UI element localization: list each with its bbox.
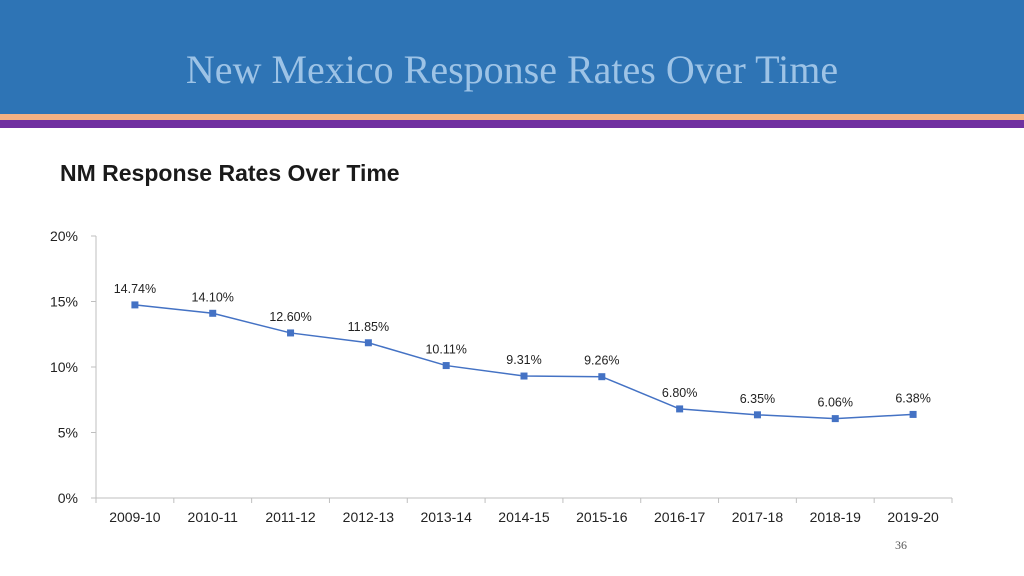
x-tick-label: 2018-19 — [810, 509, 862, 525]
y-tick-label: 10% — [50, 359, 78, 375]
data-label: 11.85% — [348, 320, 389, 334]
chart-title: NM Response Rates Over Time — [60, 160, 400, 186]
accent-stripe-orange — [0, 114, 1024, 120]
x-tick-label: 2012-13 — [343, 509, 395, 525]
y-tick-label: 5% — [58, 425, 78, 441]
page-title: New Mexico Response Rates Over Time — [185, 47, 839, 92]
data-label: 9.26% — [584, 354, 619, 368]
data-label: 10.11% — [425, 343, 466, 357]
data-point — [131, 301, 139, 309]
accent-stripe-purple — [0, 120, 1024, 128]
x-tick-label: 2013-14 — [420, 509, 472, 525]
data-label: 14.74% — [114, 282, 156, 296]
data-point — [520, 372, 528, 380]
x-tick-label: 2016-17 — [654, 509, 706, 525]
data-point — [209, 309, 217, 317]
data-point — [909, 410, 917, 418]
data-point — [753, 411, 761, 419]
data-label: 12.60% — [269, 310, 311, 324]
data-label: 6.06% — [818, 396, 853, 410]
x-tick-label: 2010-11 — [188, 509, 239, 525]
data-point — [364, 339, 372, 347]
data-label: 14.10% — [192, 290, 234, 304]
y-tick-label: 20% — [50, 228, 78, 244]
x-tick-label: 2009-10 — [109, 509, 161, 525]
x-tick-label: 2011-12 — [265, 509, 316, 525]
data-point — [831, 415, 839, 423]
data-label: 6.38% — [895, 391, 930, 405]
slide-number: 36 — [895, 538, 907, 552]
y-tick-label: 15% — [50, 294, 78, 310]
header-bar: New Mexico Response Rates Over Time — [0, 0, 1024, 114]
x-tick-label: 2014-15 — [498, 509, 550, 525]
data-label: 6.35% — [740, 392, 775, 406]
x-tick-label: 2015-16 — [576, 509, 628, 525]
data-label: 9.31% — [506, 353, 541, 367]
data-point — [676, 405, 684, 413]
x-tick-label: 2017-18 — [732, 509, 784, 525]
data-point — [442, 362, 450, 370]
data-label: 6.80% — [662, 386, 697, 400]
x-tick-label: 2019-20 — [887, 509, 939, 525]
data-point — [598, 373, 606, 381]
data-point — [287, 329, 295, 337]
y-tick-label: 0% — [58, 490, 78, 506]
